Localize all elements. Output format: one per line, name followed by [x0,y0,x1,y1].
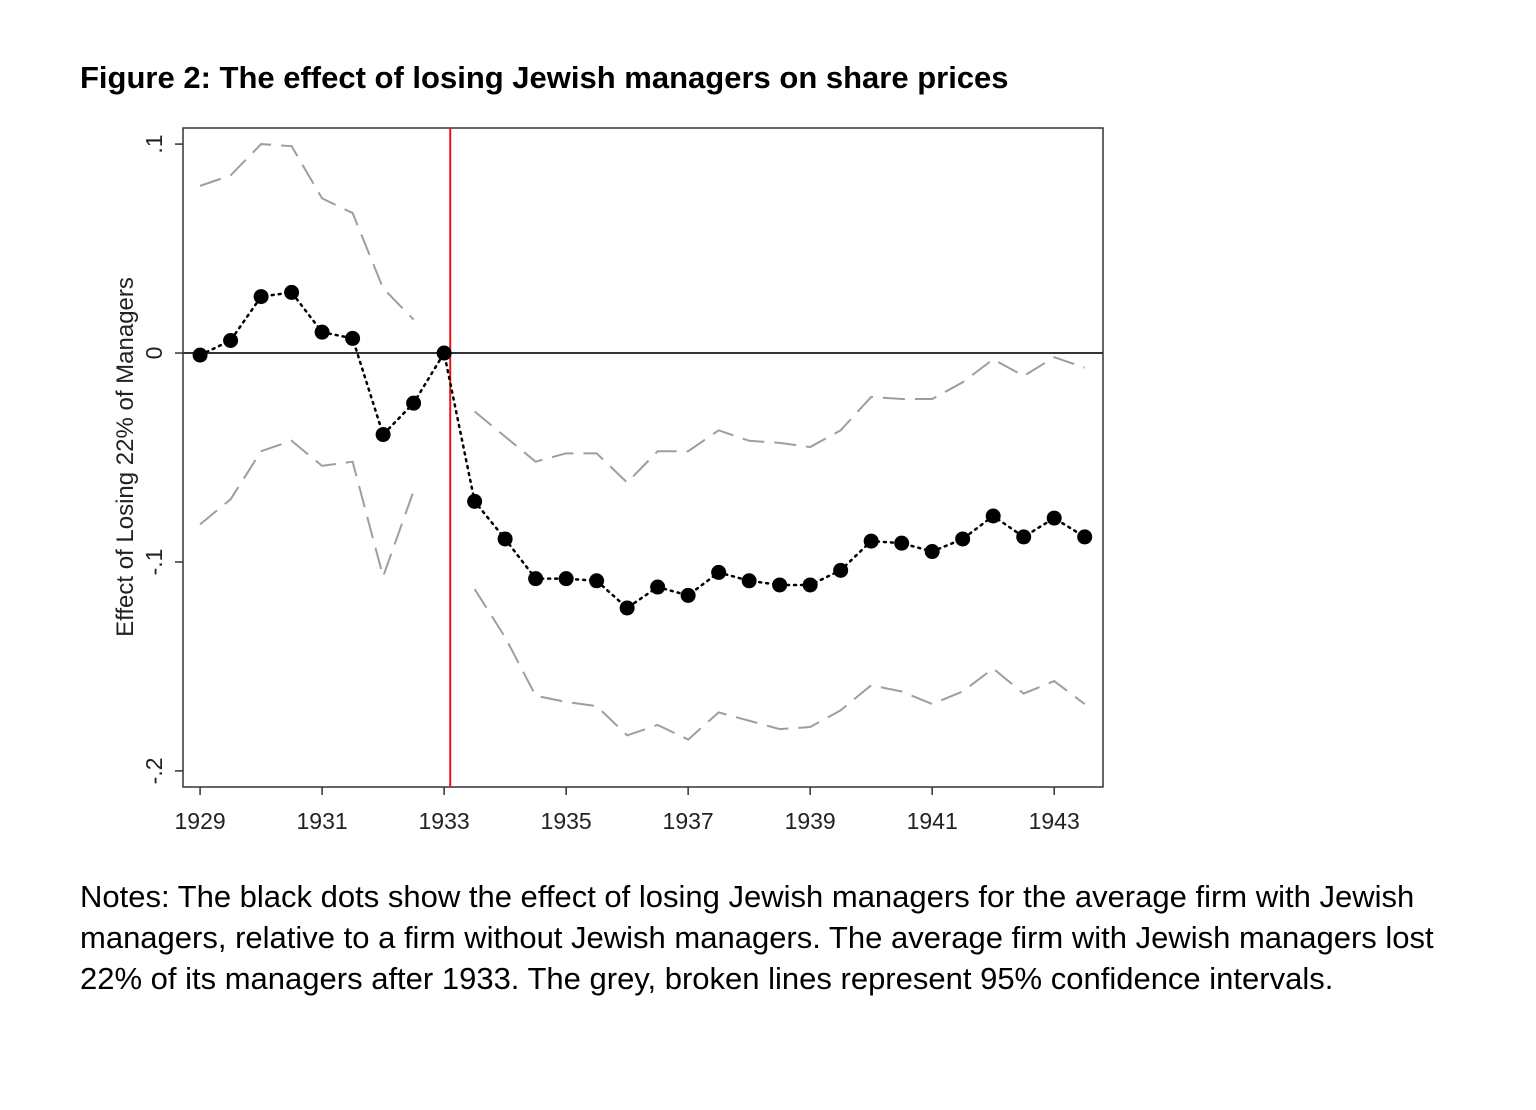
estimate-point [589,573,605,589]
estimate-point [497,531,513,547]
estimate-point [650,579,666,595]
estimate-point [528,571,544,587]
estimate-point [375,427,391,443]
x-tick-label: 1935 [541,808,592,834]
y-tick-label: -.2 [141,757,167,784]
estimate-point [1046,510,1062,526]
plot-frame [182,127,1104,788]
y-tick-label: -.1 [141,549,167,576]
x-tick-label: 1943 [1029,808,1080,834]
estimate-point [192,347,208,363]
estimate-point [802,577,818,593]
x-tick-label: 1937 [663,808,714,834]
estimate-point [284,284,300,300]
estimate-point [955,531,971,547]
upper-95-ci-line [473,356,1086,484]
estimate-point [711,564,727,580]
figure-title: Figure 2: The effect of losing Jewish ma… [80,60,1009,95]
estimate-point [741,573,757,589]
x-tick-label: 1933 [419,808,470,834]
estimate-point [894,535,910,551]
chart: 1929 1931 1933 1935 1937 1939 1941 1943 -.2 -.1 0.… [112,127,1104,834]
estimate-point [833,562,849,578]
y-tick-label: 0 [141,347,167,360]
estimate-point [345,330,361,346]
y-tick-label: .1 [141,134,167,153]
estimate-point [467,493,483,509]
x-tick-label: 1941 [907,808,958,834]
x-tick-label: 1929 [174,808,225,834]
estimate-point [985,508,1001,524]
x-tick-label: 1939 [785,808,836,834]
estimate-point [406,395,422,411]
upper-95-ci-line [199,143,415,321]
estimate-point [314,324,330,340]
lower-95-ci-line [473,588,1086,741]
estimate-point [1077,529,1093,545]
plot-area: 1929 1931 1933 1935 1937 1939 1941 1943 -.2 -.1 0.… [141,127,1104,834]
estimate-point [772,577,788,593]
estimate-point [436,345,452,361]
estimate-point [619,600,635,616]
estimate-point [1016,529,1032,545]
y-axis-label: Effect of Losing 22% of Managers [112,277,139,637]
estimate-point [924,544,940,560]
lower-95-ci-line [199,439,415,580]
x-tick-label: 1931 [297,808,348,834]
estimate-point [680,587,696,603]
figure-notes: Notes: The black dots show the effect of… [80,879,1434,996]
estimate-point [558,571,574,587]
estimate-line [198,291,1086,610]
estimate-point [253,289,269,305]
estimate-point [223,332,239,348]
estimate-point [863,533,879,549]
